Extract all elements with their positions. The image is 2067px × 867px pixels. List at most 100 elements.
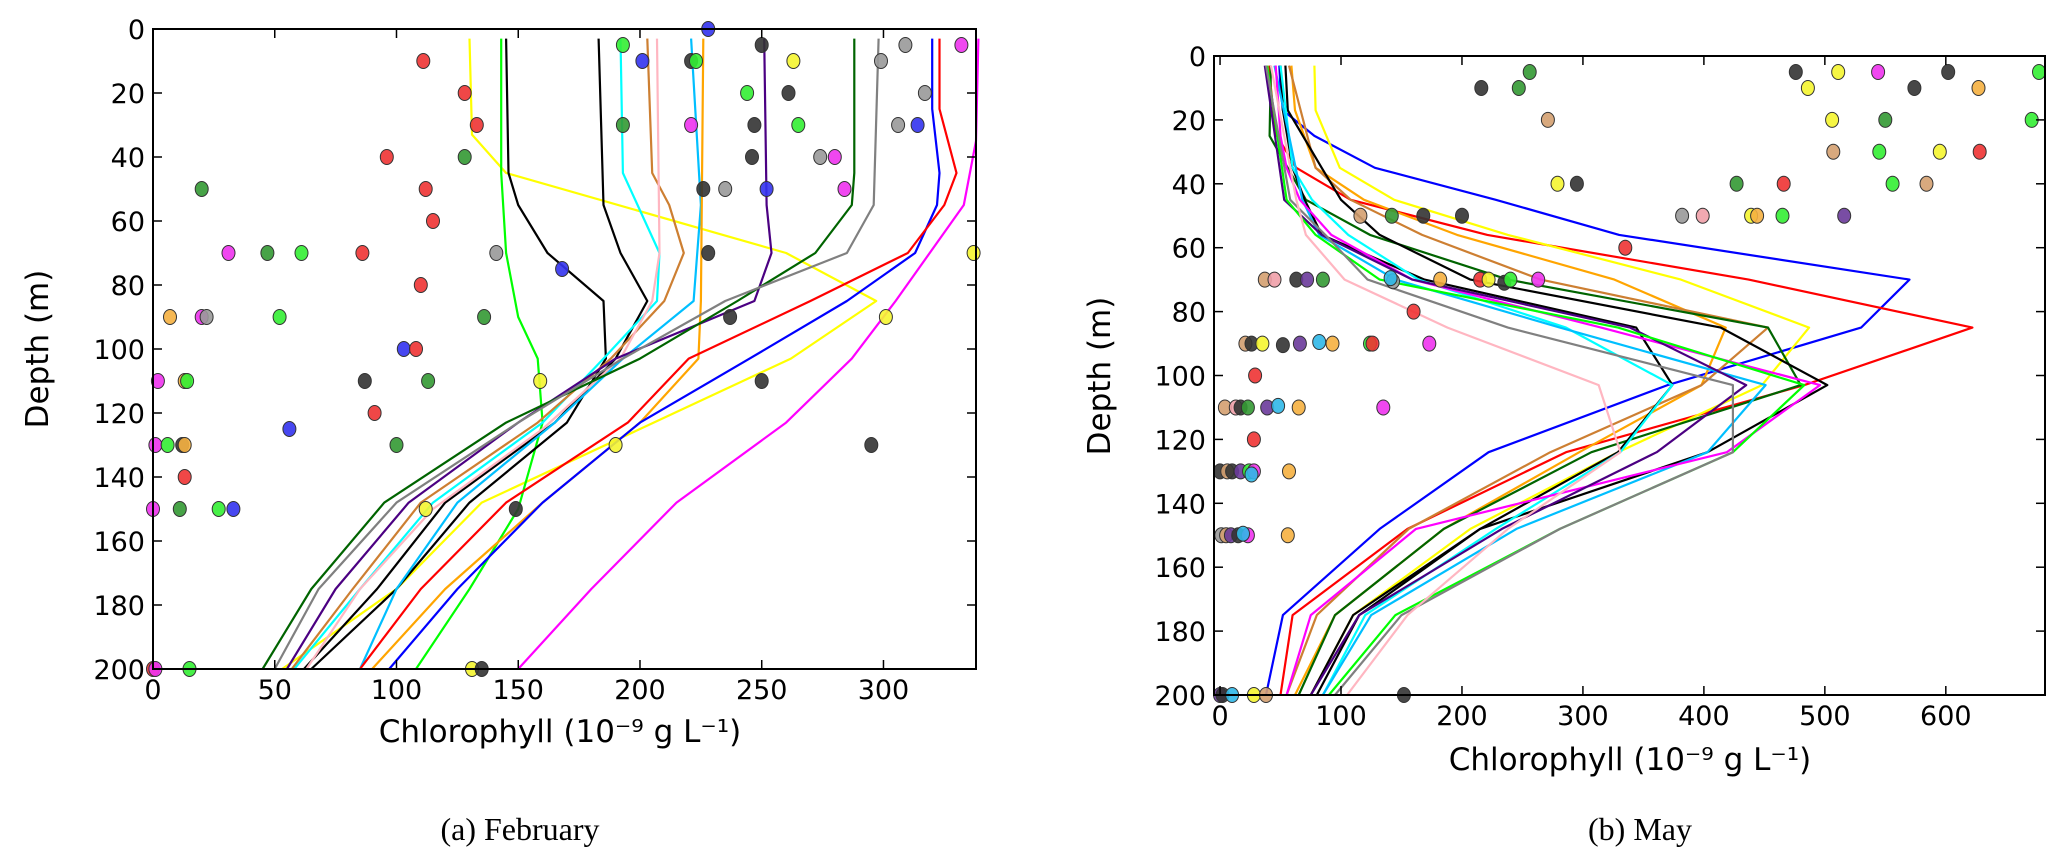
data-point [1271,397,1286,414]
data-point [878,309,893,325]
plot-frame [1213,55,2046,696]
y-tick-label: 140 [93,463,145,494]
series-line-blue-0 [1264,65,1911,696]
data-point [1837,207,1852,224]
data-point [1300,271,1315,288]
data-point [177,437,192,453]
data-point [199,309,214,325]
data-point [1312,334,1327,350]
y-tick-label: 180 [1154,617,1206,648]
data-point [1972,143,1987,160]
series-line-gray-13 [1264,65,1735,696]
data-point [1872,143,1887,160]
data-point [1280,527,1295,544]
x-tick-label: 300 [1557,701,1609,732]
data-point [194,181,209,197]
data-point [177,469,192,485]
data-point [1776,175,1791,192]
x-tick-label: 150 [492,675,544,706]
series-line-lime-1 [415,38,544,670]
y-tick-label: 160 [93,527,145,558]
series-line-yellow-2 [1309,65,1811,696]
data-point [754,37,769,53]
y-axis-title: Depth (m) [1082,297,1118,456]
data-point [1569,175,1584,192]
y-tick-label: 40 [1172,170,1206,201]
data-point [457,149,472,165]
data-point [1455,207,1469,224]
data-point [1353,207,1368,224]
plot-frame [152,28,977,670]
series-line-yellow-0 [281,38,878,670]
x-tick-label: 100 [1315,701,1367,732]
y-tick-label: 120 [1154,425,1206,456]
data-point [477,309,492,325]
x-tick-label: 50 [258,675,292,706]
y-tick-label: 0 [1189,42,1206,73]
data-point [1246,431,1261,448]
data-point [635,53,650,69]
data-point [1522,64,1537,80]
data-point [379,149,394,165]
data-point [1416,207,1431,224]
data-point [813,149,828,165]
series-line-skyblue-9 [1273,65,1767,696]
data-point [1941,64,1956,80]
data-point [426,213,440,229]
data-point [1826,143,1841,160]
data-point [1503,271,1518,288]
y-tick-label: 180 [93,591,145,622]
data-point [1695,207,1710,224]
data-point [1383,270,1398,287]
data-point [180,373,195,389]
y-tick-label: 0 [128,15,145,46]
x-tick-label: 200 [1436,701,1488,732]
y-tick-label: 200 [93,655,145,686]
data-point [389,437,404,453]
panel-february: Depth (m) Chlorophyll (10⁻⁹ g L⁻¹) (a) F… [20,15,981,847]
data-point [416,53,431,69]
data-point [910,117,925,133]
data-point [1788,64,1803,80]
x-tick-label: 500 [1799,701,1851,732]
x-tick-label: 600 [1920,701,1972,732]
series-line-orange-8 [371,38,705,670]
data-point [1907,80,1922,96]
x-tick-label: 200 [614,675,666,706]
data-point [1800,80,1815,96]
x-tick-label: 0 [1211,701,1228,732]
data-point [1885,175,1900,192]
data-point [684,117,699,133]
series-line-blue-12 [388,38,941,670]
data-point [1675,207,1690,224]
data-point [874,53,888,69]
y-tick-label: 80 [111,271,145,302]
x-tick-label: 100 [371,675,423,706]
series-line-cyan-4 [293,38,661,670]
data-point [1481,271,1496,288]
data-point [1406,303,1421,320]
series-line-black-2 [310,38,608,670]
series-line-purple-11 [1263,65,1748,696]
data-point [413,277,428,293]
data-point [457,85,472,101]
data-point [1291,399,1306,416]
series-line-skyblue-7 [358,38,703,670]
data-point [917,85,932,101]
x-axis-title: Chlorophyll (10⁻⁹ g L⁻¹) [379,714,742,750]
series-line-gray-11 [273,38,880,670]
data-point [1871,64,1886,80]
data-point [294,245,309,261]
series-line-cyan-8 [1279,65,1674,696]
x-tick-label: 400 [1678,701,1730,732]
data-point [615,37,630,53]
series-line-red-13 [359,38,958,670]
data-point [489,245,504,261]
series-line-magenta-10 [1274,65,1822,696]
data-point [1292,335,1307,352]
data-point [1325,335,1340,352]
x-tick-label: 0 [144,675,161,706]
data-point [781,85,796,101]
data-point [1932,143,1947,160]
data-point [163,309,177,325]
